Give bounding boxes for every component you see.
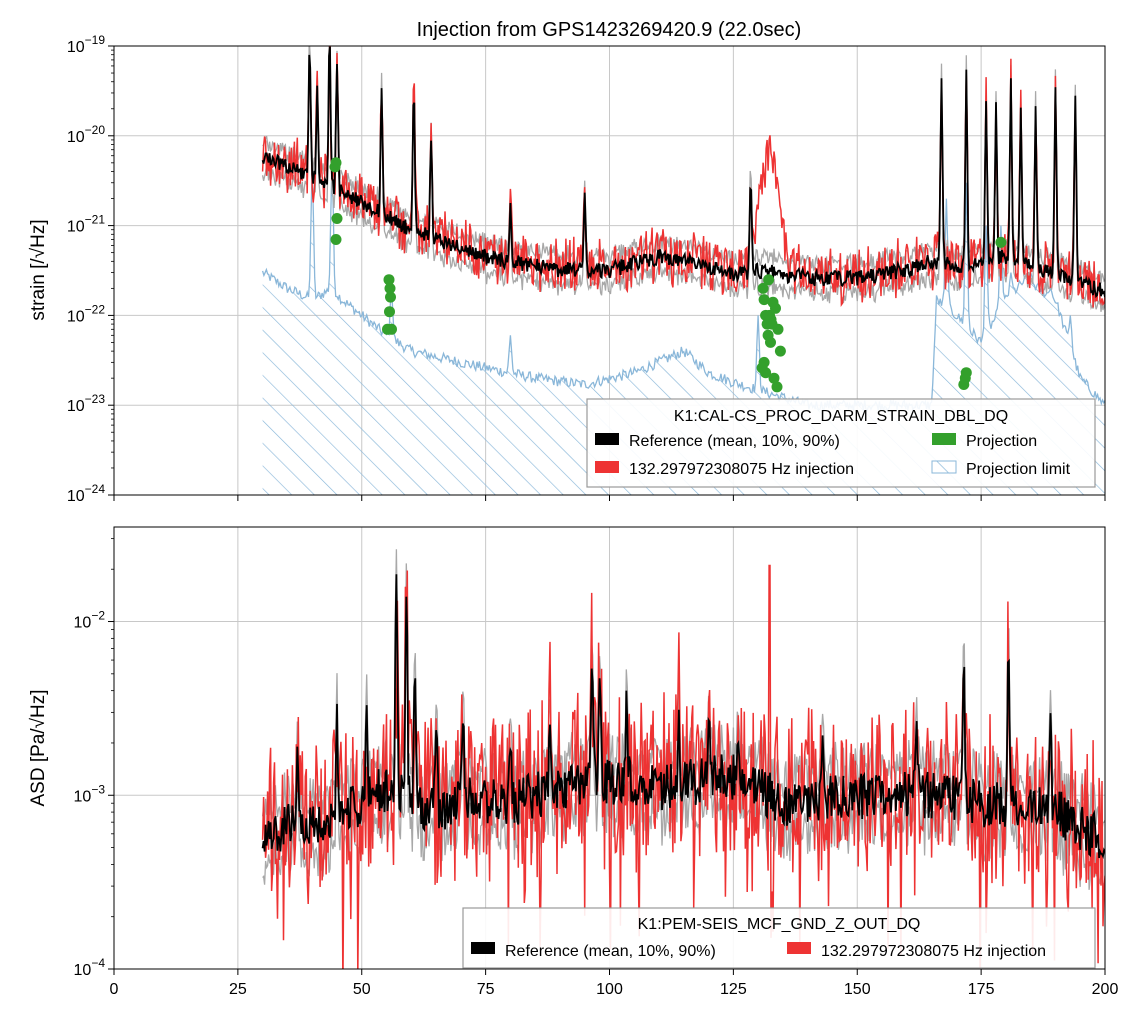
x-tick-label: 125 — [720, 981, 747, 998]
projection-point — [758, 294, 770, 306]
bottom-legend-reference-swatch — [471, 942, 495, 954]
top-legend: K1:CAL-CS_PROC_DARM_STRAIN_DBL_DQ Refere… — [586, 398, 1096, 488]
x-tick-label: 25 — [229, 981, 247, 998]
projection-point — [768, 372, 780, 384]
projection-point — [386, 323, 397, 335]
y-tick-label: 10−2 — [74, 609, 106, 632]
y-tick-label: 10−21 — [67, 213, 105, 236]
projection-point — [330, 234, 342, 245]
projection-point — [995, 236, 1007, 248]
projection-point — [385, 291, 396, 303]
projection-point — [756, 362, 768, 374]
y-tick-label: 10−3 — [74, 782, 106, 805]
bottom-legend-title: K1:PEM-SEIS_MCF_GND_Z_OUT_DQ — [638, 916, 921, 933]
reference-mean-layer — [261, 46, 1105, 299]
x-tick-label: 100 — [596, 981, 623, 998]
projection-point — [330, 157, 342, 169]
bottom-y-ticks: 10−4 10−3 10−2 — [74, 538, 114, 979]
bottom-legend-injection-swatch — [787, 942, 811, 954]
projection-point — [384, 306, 395, 318]
y-tick-label: 10−19 — [67, 33, 105, 56]
legend-projection-limit-swatch — [931, 460, 957, 474]
bottom-legend-box — [462, 907, 1096, 969]
legend-injection-swatch — [595, 461, 619, 473]
projection-point — [770, 302, 781, 314]
bottom-reference-mean-line — [261, 574, 1105, 860]
x-tick-label: 200 — [1092, 981, 1119, 998]
projection-point — [765, 336, 776, 348]
legend-projection-limit-label: Projection limit — [966, 461, 1071, 478]
bottom-legend-injection-label: 132.297972308075 Hz injection — [821, 943, 1046, 960]
projection-points-layer — [329, 157, 1007, 393]
x-tick-label: 50 — [353, 981, 371, 998]
bottom-legend: K1:PEM-SEIS_MCF_GND_Z_OUT_DQ Reference (… — [462, 907, 1096, 969]
bottom-y-axis-label: ASD [Pa/√Hz] — [28, 689, 49, 806]
bottom-reference-mean-layer — [261, 574, 1105, 860]
projection-point — [384, 282, 396, 294]
top-y-axis-label: strain [/√Hz] — [28, 219, 49, 320]
projection-point — [757, 282, 769, 294]
legend-reference-label: Reference (mean, 10%, 90%) — [629, 433, 840, 450]
legend-reference-swatch — [595, 433, 619, 445]
y-tick-label: 10−22 — [67, 302, 105, 325]
bottom-legend-reference-label: Reference (mean, 10%, 90%) — [505, 943, 716, 960]
chart-title: Injection from GPS1423269420.9 (22.0sec) — [417, 19, 802, 41]
y-tick-label: 10−20 — [67, 123, 105, 146]
projection-point — [763, 274, 775, 286]
top-reference-mean-line — [261, 46, 1105, 299]
projection-point — [771, 381, 783, 393]
projection-point — [960, 367, 972, 379]
legend-injection-label: 132.297972308075 Hz injection — [629, 461, 854, 478]
legend-projection-swatch — [932, 433, 956, 445]
projection-point — [383, 274, 395, 286]
top-x-ticks — [113, 495, 1106, 501]
legend-projection-label: Projection — [966, 433, 1037, 450]
y-tick-label: 10−23 — [67, 392, 105, 415]
projection-point — [766, 318, 778, 330]
x-tick-label: 0 — [110, 981, 119, 998]
x-tick-label: 150 — [844, 981, 871, 998]
projection-point — [331, 213, 343, 224]
y-tick-label: 10−24 — [67, 482, 105, 505]
top-legend-box — [586, 398, 1096, 488]
x-tick-label: 75 — [477, 981, 495, 998]
x-tick-label: 175 — [968, 981, 995, 998]
top-y-ticks: 10−24 10−23 10−22 10−21 10−20 10−19 — [67, 33, 114, 505]
bottom-x-ticks: 0 25 50 75 100 125 150 175 200 — [110, 969, 1119, 998]
y-tick-label: 10−4 — [74, 956, 106, 979]
top-legend-title: K1:CAL-CS_PROC_DARM_STRAIN_DBL_DQ — [674, 408, 1008, 425]
projection-point — [774, 345, 786, 357]
